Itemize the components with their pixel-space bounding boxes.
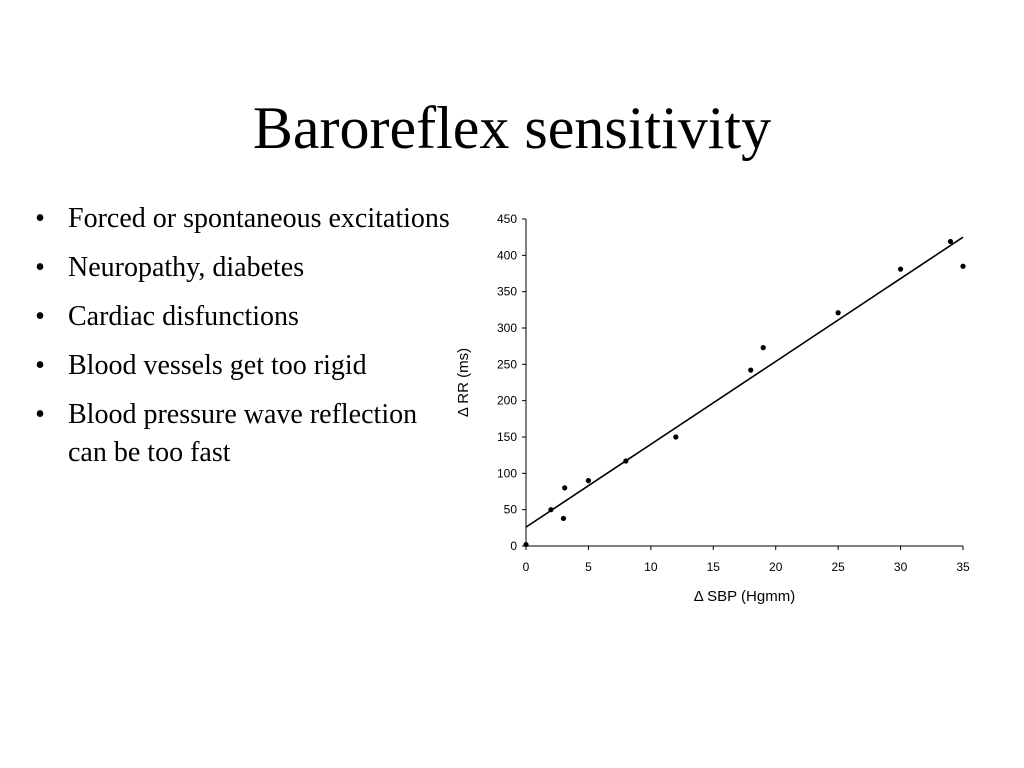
x-tick-label: 30 <box>894 560 908 574</box>
bullet-item: • Forced or spontaneous excitations <box>30 200 450 238</box>
bullet-glyph: • <box>35 203 45 234</box>
y-tick-label: 250 <box>497 357 517 371</box>
scatter-chart: 0 50 100 150 200 250 300 350 400 450 0 5 10 15 20 25 30 3… <box>455 212 970 605</box>
bullet-item: • Blood vessels get too rigid <box>30 347 450 385</box>
bullet-item: • Neuropathy, diabetes <box>30 249 450 287</box>
y-tick-label: 200 <box>497 394 517 408</box>
x-axis-title: Δ SBP (Hgmm) <box>694 588 795 605</box>
data-point <box>623 458 629 464</box>
x-tick-label: 5 <box>585 560 592 574</box>
bullet-text: Neuropathy, diabetes <box>68 252 305 283</box>
bullet-item: • Blood pressure wave reflection can be t… <box>30 396 450 472</box>
data-point <box>748 367 754 373</box>
data-point <box>585 478 592 484</box>
bullet-glyph: • <box>35 301 45 332</box>
x-tick-label: 35 <box>956 560 970 574</box>
data-point <box>523 541 529 548</box>
bullet-text: Blood vessels get too rigid <box>68 350 367 381</box>
data-point <box>548 507 554 513</box>
bullet-item: • Cardiac disfunctions <box>30 298 450 336</box>
y-tick-label: 50 <box>504 503 518 517</box>
data-point <box>897 266 904 272</box>
y-tick-label: 350 <box>497 285 517 299</box>
bullet-glyph: • <box>35 399 45 430</box>
bullet-text: Blood pressure wave reflection can be to… <box>68 399 418 468</box>
y-tick-label: 100 <box>497 466 517 480</box>
bullet-text: Cardiac disfunctions <box>68 301 299 332</box>
bullet-list: • Forced or spontaneous excitations • Neur… <box>30 200 450 483</box>
x-tick-label: 10 <box>644 560 658 574</box>
x-tick-label: 20 <box>769 560 783 574</box>
x-tick-label: 15 <box>707 560 721 574</box>
x-tick-label: 0 <box>523 560 530 574</box>
y-tick-label: 400 <box>497 248 517 262</box>
data-point <box>560 515 567 521</box>
chart-axes: 0 50 100 150 200 250 300 350 400 450 0 5 10 15 20 25 30 3… <box>497 212 970 574</box>
x-tick-label: 25 <box>831 560 845 574</box>
data-point <box>835 310 841 316</box>
y-tick-label: 150 <box>497 430 517 444</box>
y-tick-label: 300 <box>497 321 517 335</box>
data-point <box>562 485 568 491</box>
y-tick-label: 450 <box>497 212 517 226</box>
data-point <box>947 238 954 245</box>
bullet-glyph: • <box>35 252 45 283</box>
y-tick-label: 0 <box>510 539 517 553</box>
data-point <box>673 434 679 440</box>
data-point <box>760 345 766 351</box>
y-axis-title: Δ RR (ms) <box>455 348 472 417</box>
chart-marks <box>523 236 966 548</box>
bullet-text: Forced or spontaneous excitations <box>68 203 450 234</box>
bullet-glyph: • <box>35 350 45 381</box>
page-title: Baroreflex sensitivity <box>252 95 772 161</box>
data-point <box>960 263 966 269</box>
trend-line <box>525 236 964 528</box>
